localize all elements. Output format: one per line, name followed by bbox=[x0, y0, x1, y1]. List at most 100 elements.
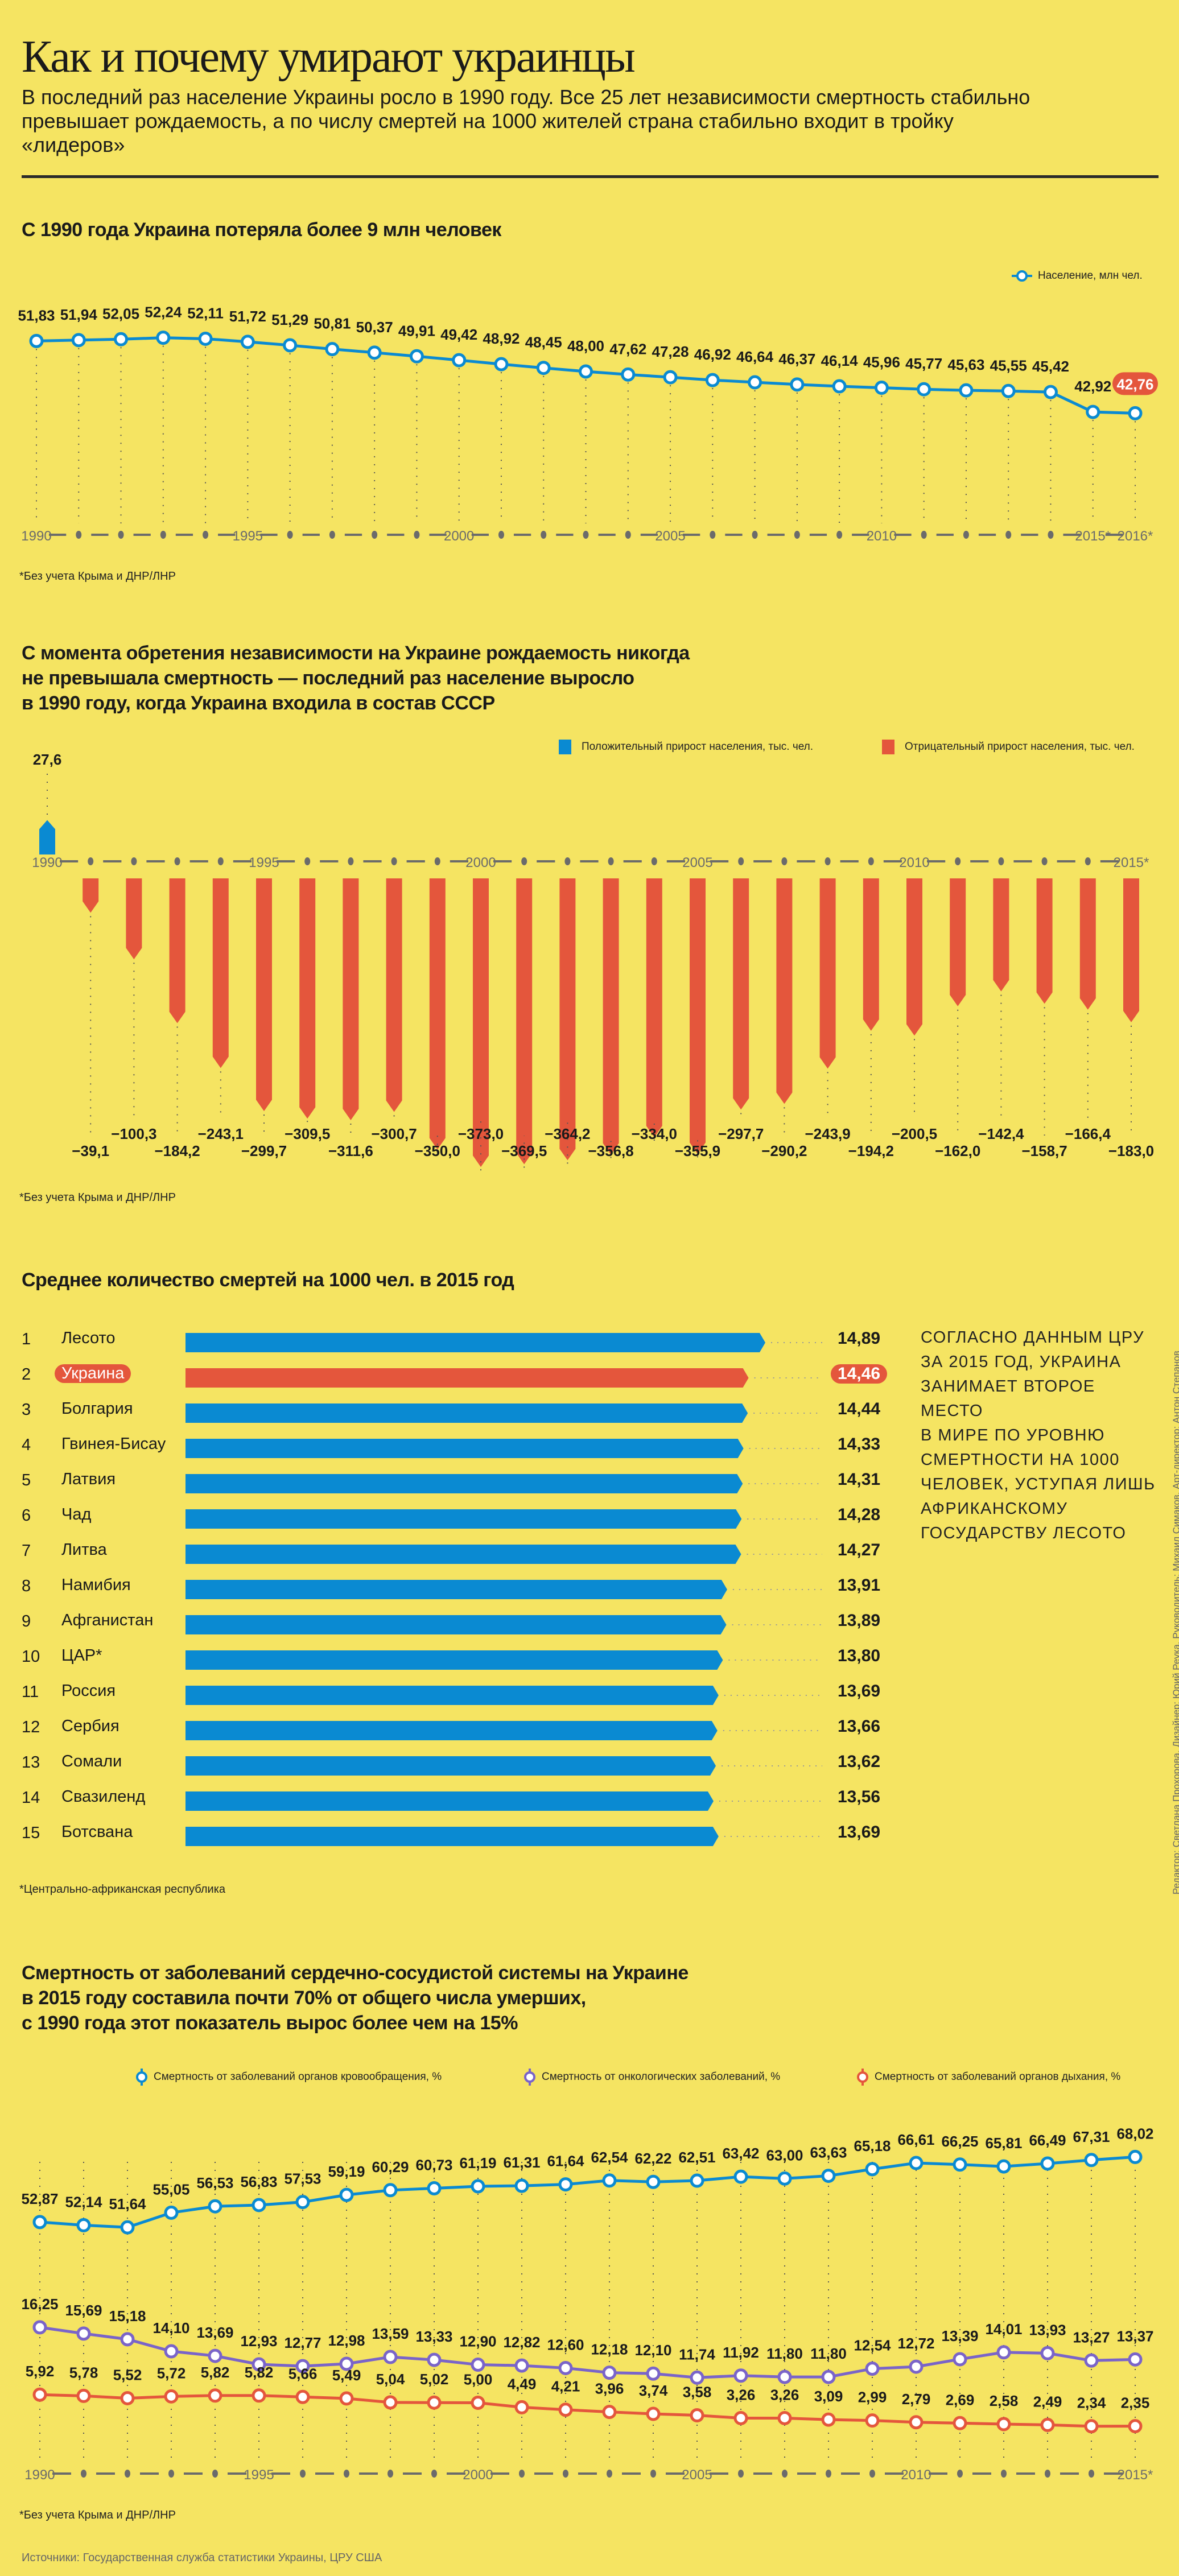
growth-bar-negative bbox=[299, 878, 316, 1119]
growth-bar-positive bbox=[39, 820, 55, 854]
population-value-label: 42,76 bbox=[1116, 375, 1153, 393]
ranking-bar-wrapper bbox=[185, 1650, 822, 1670]
population-point bbox=[579, 364, 593, 379]
causes-point bbox=[558, 2402, 573, 2417]
growth-bar-negative bbox=[603, 878, 619, 1155]
ranking-row: 5 Латвия 14,31 bbox=[0, 1467, 888, 1502]
causes-point bbox=[909, 2359, 924, 2374]
growth-bar-negative bbox=[993, 878, 1009, 992]
causes-point bbox=[953, 2157, 967, 2172]
causes-value-label: 13,37 bbox=[1116, 2327, 1153, 2344]
causes-value-label: 14,01 bbox=[985, 2321, 1022, 2338]
rank-number: 4 bbox=[22, 1436, 31, 1454]
positive-growth-legend-label: Положительный прирост населения, тыс. че… bbox=[582, 741, 814, 753]
population-point bbox=[536, 361, 551, 375]
population-point bbox=[874, 381, 889, 395]
population-point bbox=[409, 349, 424, 364]
causes-axis-dot bbox=[212, 2470, 218, 2478]
growth-value-label: −39,1 bbox=[72, 1142, 109, 1159]
growth-axis-dot bbox=[868, 857, 874, 865]
causes-point bbox=[777, 2410, 792, 2425]
country-name: Чад bbox=[61, 1505, 92, 1524]
causes-value-label: 11,74 bbox=[679, 2346, 715, 2363]
causes-chart-title: Смертность от заболеваний сердечно-сосуд… bbox=[22, 1960, 689, 2036]
growth-title-line: не превышала смертность — последний раз … bbox=[22, 667, 634, 689]
ranking-row: 12 Сербия 13,66 bbox=[0, 1714, 888, 1749]
causes-point bbox=[733, 2368, 748, 2383]
causes-value-label: 11,80 bbox=[766, 2345, 803, 2362]
causes-point bbox=[295, 2359, 310, 2373]
growth-bar-negative bbox=[473, 878, 489, 1167]
oncology-legend-label: Смертность от онкологических заболеваний… bbox=[542, 2071, 781, 2083]
causes-point bbox=[646, 2406, 661, 2421]
causes-value-label: 5,92 bbox=[26, 2363, 55, 2380]
growth-x-tick-label: 1995 bbox=[249, 855, 279, 870]
ranking-value: 14,89 bbox=[838, 1329, 881, 1348]
causes-value-label: 60,73 bbox=[415, 2156, 452, 2173]
causes-point bbox=[821, 2369, 836, 2384]
causes-value-label: 12,18 bbox=[591, 2341, 628, 2358]
causes-value-label: 2,58 bbox=[990, 2392, 1019, 2409]
ranking-bar-wrapper bbox=[185, 1791, 822, 1811]
country-name: Латвия bbox=[61, 1470, 116, 1488]
causes-series-line bbox=[39, 2326, 1136, 2379]
population-footnote: *Без учета Крыма и ДНР/ЛНР bbox=[19, 570, 176, 583]
country-name: Сербия bbox=[61, 1717, 119, 1735]
causes-axis-dot bbox=[1001, 2470, 1007, 2478]
causes-point bbox=[1084, 2419, 1099, 2434]
causes-axis-dot bbox=[957, 2470, 963, 2478]
growth-value-label: −369,5 bbox=[501, 1142, 547, 1159]
causes-point bbox=[32, 2215, 47, 2230]
causes-point bbox=[339, 2356, 354, 2371]
causes-point bbox=[339, 2391, 354, 2406]
growth-axis-dot bbox=[998, 857, 1004, 865]
oncology-legend-marker-icon bbox=[524, 2069, 535, 2086]
growth-bar-negative bbox=[863, 878, 879, 1031]
causes-value-label: 2,69 bbox=[946, 2391, 975, 2408]
population-axis-dot bbox=[1048, 531, 1054, 539]
growth-axis-dot bbox=[174, 857, 180, 865]
ranking-value: 14,46 bbox=[831, 1364, 888, 1384]
causes-value-label: 66,61 bbox=[897, 2131, 934, 2148]
causes-point bbox=[208, 2388, 222, 2403]
growth-bar-negative bbox=[559, 878, 576, 1161]
causes-point bbox=[427, 2352, 442, 2367]
ranking-bar bbox=[185, 1721, 718, 1740]
causes-value-label: 65,18 bbox=[854, 2137, 891, 2154]
respiratory-legend-label: Смертность от заболеваний органов дыхани… bbox=[875, 2071, 1121, 2083]
population-line-chart: 51,83 51,94 52,05 52,24 52,11 51,72 51,29 50,81… bbox=[18, 304, 1158, 544]
causes-value-label: 16,25 bbox=[21, 2296, 58, 2313]
causes-point bbox=[996, 2417, 1011, 2431]
population-value-label: 51,94 bbox=[60, 306, 98, 323]
growth-legend-positive: Положительный прирост населения, тыс. че… bbox=[559, 740, 813, 754]
causes-point bbox=[383, 2395, 398, 2410]
causes-value-label: 59,19 bbox=[328, 2163, 365, 2180]
rank-number: 12 bbox=[22, 1718, 40, 1736]
population-value-label: 50,37 bbox=[356, 319, 393, 336]
rank-number: 13 bbox=[22, 1753, 40, 1772]
population-point bbox=[832, 379, 847, 394]
causes-point bbox=[733, 2410, 748, 2425]
population-point bbox=[114, 332, 129, 346]
population-point bbox=[71, 333, 86, 348]
growth-x-tick-label: 2010 bbox=[899, 855, 929, 870]
rank-number: 11 bbox=[22, 1683, 39, 1701]
causes-point bbox=[558, 2177, 573, 2192]
ranking-bar bbox=[185, 1403, 748, 1423]
population-point bbox=[748, 375, 762, 390]
growth-value-label: −334,0 bbox=[632, 1125, 677, 1142]
population-point bbox=[283, 338, 298, 353]
causes-value-label: 5,66 bbox=[288, 2365, 318, 2382]
growth-bar-negative bbox=[646, 878, 662, 1138]
causes-point bbox=[1040, 2156, 1055, 2171]
causes-value-label: 3,26 bbox=[770, 2386, 799, 2403]
ranking-chart-title: Среднее количество смертей на 1000 чел. … bbox=[22, 1269, 514, 1291]
causes-x-tick-label: 2010 bbox=[901, 2467, 931, 2483]
population-value-label: 51,83 bbox=[18, 307, 55, 324]
causes-value-label: 14,10 bbox=[152, 2319, 189, 2336]
callout-line: человек, уступая лишь bbox=[921, 1475, 1156, 1493]
causes-point bbox=[690, 2408, 704, 2423]
lead-paragraph: В последний раз население Украины росло … bbox=[22, 85, 1030, 156]
growth-axis-dot bbox=[564, 857, 571, 865]
cardio-legend-label: Смертность от заболеваний органов кровоо… bbox=[154, 2071, 442, 2083]
